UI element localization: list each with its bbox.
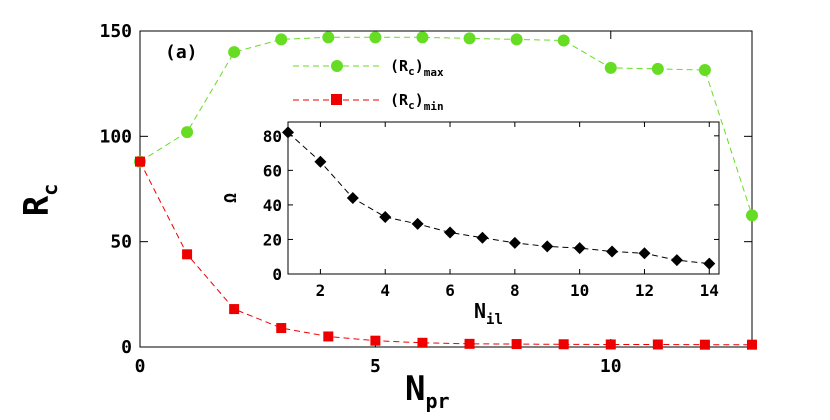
main-series-1-point (558, 339, 569, 350)
legend-label-min: (Rc)min (390, 91, 444, 113)
inset-series-0-point (508, 236, 521, 249)
inset-ytick-label: 80 (263, 127, 282, 146)
inset-xtick-label: 12 (635, 281, 654, 300)
legend-label-max-close: ) (415, 57, 424, 75)
main-series-1-point (747, 339, 757, 350)
inset-series-0-point (573, 242, 586, 255)
main-xlabel-sub: pr (425, 389, 449, 413)
main-series-0-point (746, 209, 758, 222)
inset-series-0-point (703, 257, 716, 270)
main-series-0-point (604, 61, 617, 74)
inset-ylabel: Ω (221, 193, 241, 203)
main-ylabel-main: R (17, 195, 57, 216)
legend-label-min-sub1: c (408, 99, 415, 112)
main-xlabel: Npr (405, 369, 450, 413)
main-series-0-point (416, 31, 429, 44)
legend-label-min-main: (R (390, 91, 409, 109)
inset-series-0-point (411, 217, 424, 230)
inset-ticks: 2 4 6 8 10 12 14 0 20 40 60 80 (263, 122, 719, 300)
main-series-0-point (275, 33, 288, 46)
main-series-1-point (182, 249, 193, 260)
main-ytick-label: 150 (99, 21, 132, 42)
main-series-1-point (605, 339, 616, 350)
main-series-1-point (417, 337, 428, 348)
inset-series-0-point (346, 192, 359, 204)
main-ylabel-text: Rc (17, 184, 62, 217)
main-ytick-label: 0 (121, 337, 132, 358)
inset-xtick-label: 14 (700, 281, 719, 300)
main-series-0-point (510, 33, 523, 46)
inset-series-0-point (670, 254, 683, 267)
inset-ytick-label: 60 (263, 161, 282, 180)
inset-series-0-point (379, 211, 392, 223)
panel-label: (a) (165, 42, 198, 63)
main-series-0-point (322, 31, 335, 44)
inset-series (282, 126, 716, 270)
main-xlabel-main: N (405, 369, 425, 409)
main-ylabel-sub: c (38, 184, 62, 196)
inset-xlabel-sub: il (486, 312, 503, 328)
main-series-0-point (369, 31, 382, 44)
inset-ytick-label: 40 (263, 196, 282, 215)
main-series-1-point (370, 335, 381, 346)
main-series-0-point (181, 126, 194, 139)
inset-xlabel: Nil (474, 299, 503, 328)
inset-xtick-label: 6 (445, 281, 455, 300)
legend-marker-min (331, 94, 342, 105)
legend-label-max: (Rc)max (390, 57, 444, 79)
legend-label-min-close: ) (415, 91, 424, 109)
inset-xtick-label: 4 (380, 281, 390, 300)
inset-series-0-line (287, 132, 710, 265)
main-series-1-point (276, 323, 287, 334)
inset-series-0-point (476, 231, 489, 244)
inset-ytick-label: 0 (272, 265, 282, 284)
inset-xlabel-main: N (474, 299, 486, 323)
legend: (Rc)max (Rc)min (293, 57, 444, 113)
main-series-0-point (228, 46, 241, 59)
inset-xtick-label: 2 (316, 281, 326, 300)
main-series (134, 31, 758, 350)
main-series-1-point (135, 156, 145, 167)
main-series-1-point (323, 331, 334, 342)
main-series-0-point (463, 32, 476, 45)
main-ytick-label: 50 (110, 232, 132, 253)
main-series-1-point (464, 338, 475, 349)
legend-label-max-main: (R (390, 57, 409, 75)
main-ytick-label: 100 (99, 126, 132, 147)
inset-series-0-point (638, 247, 651, 260)
main-series-0-point (651, 62, 664, 75)
inset-ytick-label: 20 (263, 230, 282, 249)
main-series-1-point (511, 339, 522, 350)
inset-plot-frame (287, 121, 720, 275)
main-ylabel: Rc (17, 184, 62, 217)
main-series-1-point (699, 339, 710, 350)
inset-series-0-point (606, 245, 619, 258)
inset-series-0-point (541, 240, 554, 253)
legend-label-min-sub2: min (424, 100, 444, 113)
main-series-1-line (139, 161, 752, 346)
main-xtick-label: 10 (600, 356, 622, 377)
main-series-0-point (557, 34, 570, 47)
inset-series-0-point (314, 155, 327, 168)
legend-marker-max (331, 60, 343, 72)
legend-label-max-sub1: c (408, 65, 415, 78)
main-xtick-label: 5 (370, 356, 381, 377)
inset-xtick-label: 10 (570, 281, 589, 300)
main-series-0-point (698, 63, 711, 76)
inset-series-0-point (444, 226, 457, 239)
inset-xtick-label: 8 (510, 281, 520, 300)
main-xtick-label: 0 (135, 356, 146, 377)
inset-series-0-point (282, 126, 294, 139)
main-series-1-point (652, 339, 663, 350)
main-series-0-line (139, 36, 753, 216)
legend-label-max-sub2: max (424, 66, 444, 79)
main-series-1-point (229, 304, 240, 315)
